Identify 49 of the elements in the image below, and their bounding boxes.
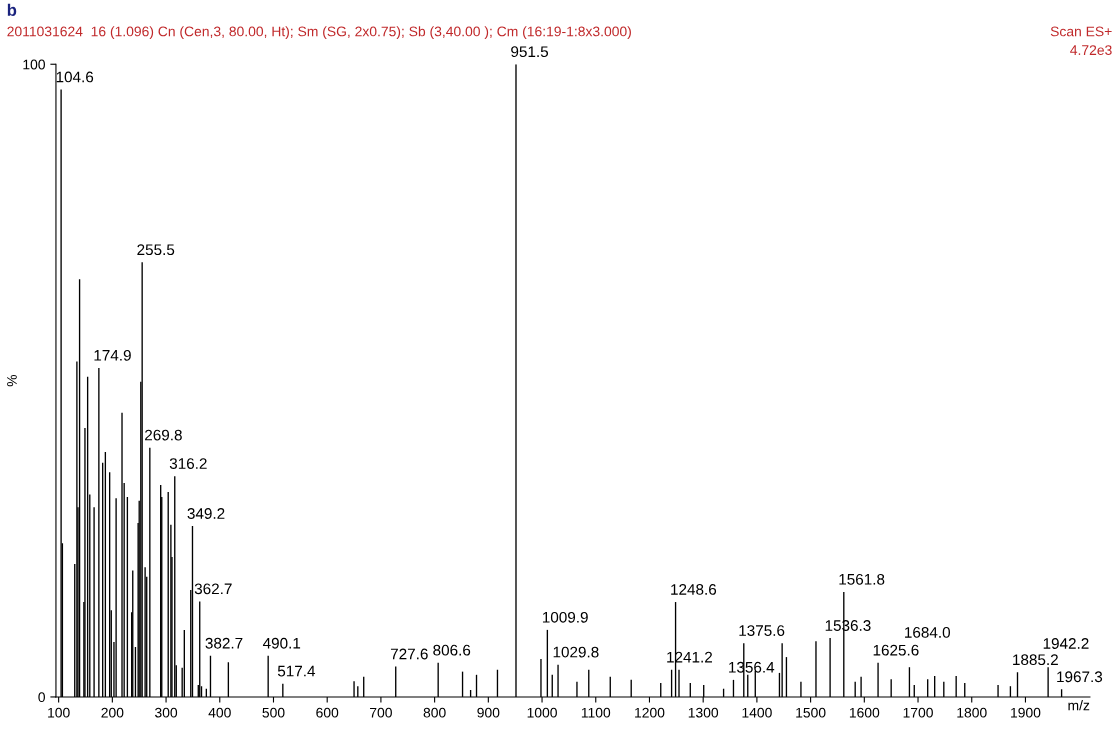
annotation: 255.5: [137, 244, 175, 256]
x-tick-label: 1000: [527, 707, 557, 718]
x-tick-label: 1800: [957, 707, 987, 718]
x-tick-label: 300: [155, 707, 178, 718]
annotation: 1561.8: [839, 573, 885, 585]
annotation: 269.8: [145, 429, 182, 441]
chart-title: b: [7, 3, 17, 16]
annotation: 316.2: [169, 458, 207, 469]
x-tick-label: 600: [316, 707, 339, 718]
chart-subtitle: 2011031624 16 (1.096) Cn (Cen,3, 80.00, Ht); Sm (SG, 2x0.75); Sb (3,40.00 ); Cm (16:19-1:8x3.000): [7, 26, 631, 40]
x-tick-label: 1400: [742, 707, 772, 718]
annotation: 382.7: [205, 637, 243, 649]
x-tick-label: 700: [370, 707, 392, 718]
annotation: 104.6: [56, 71, 94, 83]
annotation: 1885.2: [1013, 654, 1058, 666]
x-tick-label: 1700: [903, 707, 933, 718]
x-tick-label: 1500: [796, 707, 826, 718]
x-tick-label: 1300: [688, 707, 719, 718]
annotation: 1248.6: [671, 584, 717, 595]
x-axis-title: m/z: [1068, 700, 1090, 711]
annotation: 517.4: [277, 665, 316, 677]
annotation: 1942.2: [1043, 638, 1089, 649]
annotation: 1029.8: [553, 646, 599, 658]
text: 4.72e3: [1070, 45, 1112, 56]
annotation: 1009.9: [542, 611, 588, 623]
annotation: 174.9: [94, 349, 131, 361]
x-tick-label: 1600: [849, 707, 880, 718]
y-tick-label: 0: [38, 692, 45, 703]
x-tick-label: 800: [423, 707, 446, 718]
x-tick-label: 1900: [1011, 707, 1041, 718]
annotation: 362.7: [194, 583, 232, 595]
annotation: 1684.0: [905, 626, 951, 638]
text: Scan ES+: [1050, 26, 1112, 37]
annotation: 806.6: [433, 644, 471, 656]
annotation: 1625.6: [873, 644, 919, 656]
annotation: 490.1: [262, 637, 301, 649]
y-axis-title: %: [7, 374, 17, 387]
x-tick-label: 100: [48, 707, 70, 718]
x-tick-label: 200: [101, 707, 124, 718]
x-tick-label: 400: [208, 707, 231, 718]
x-tick-label: 1200: [635, 707, 665, 718]
annotation: 1967.3: [1057, 671, 1103, 683]
x-tick-label: 1100: [581, 707, 611, 718]
x-tick-label: 900: [477, 707, 500, 718]
x-tick-label: 500: [262, 707, 285, 718]
annotation: 1375.6: [739, 625, 785, 636]
annotation: 951.5: [511, 46, 549, 58]
annotation: 727.6: [390, 648, 428, 660]
annotation: 349.2: [187, 508, 225, 519]
